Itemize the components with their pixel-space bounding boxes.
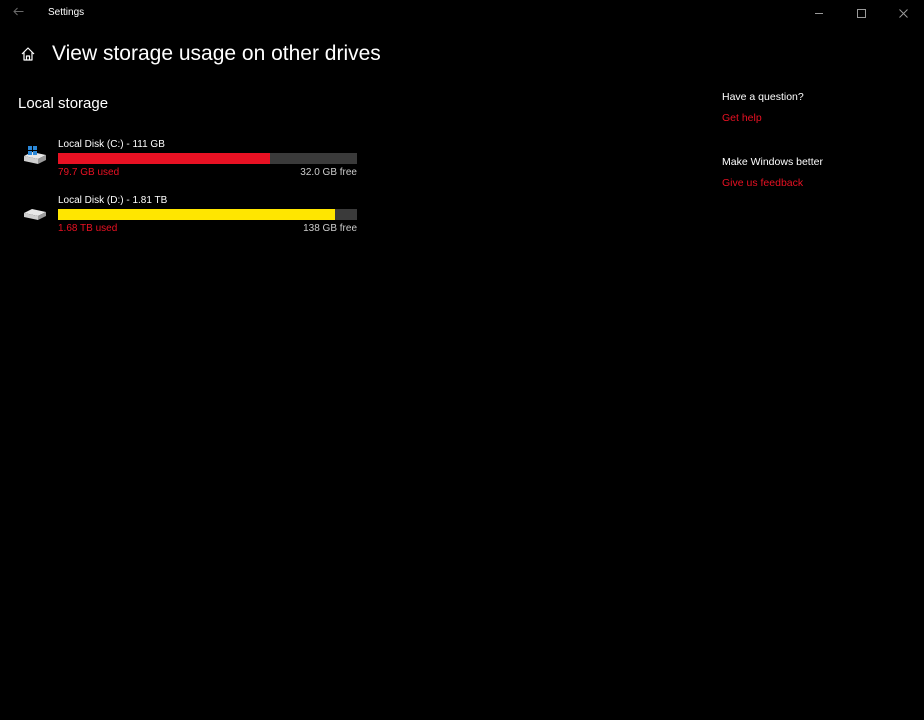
section-title-local-storage: Local storage [18,95,109,112]
drive-info: Local Disk (D:) - 1.81 TB 1.68 TB used 1… [58,194,357,235]
home-icon[interactable] [18,44,38,64]
close-button[interactable] [882,0,924,26]
usage-bar-fill [58,209,335,220]
free-space-text: 32.0 GB free [300,167,357,178]
app-title: Settings [48,7,85,18]
drive-name: Local Disk (D:) - 1.81 TB [58,195,168,206]
free-space-text: 138 GB free [303,223,357,234]
maximize-button[interactable] [840,0,882,26]
drive-c-item[interactable]: Local Disk (C:) - 111 GB 79.7 GB used 32… [22,138,362,178]
hard-drive-icon [22,200,48,222]
page-header: View storage usage on other drives [18,42,381,66]
windows-system-drive-icon [22,144,48,166]
question-heading: Have a question? [722,91,804,103]
page-title: View storage usage on other drives [52,42,381,65]
drive-stats: 79.7 GB used 32.0 GB free [58,166,357,179]
drive-info: Local Disk (C:) - 111 GB 79.7 GB used 32… [58,138,357,179]
minimize-button[interactable] [798,0,840,26]
drive-d-item[interactable]: Local Disk (D:) - 1.81 TB 1.68 TB used 1… [22,194,362,234]
drive-stats: 1.68 TB used 138 GB free [58,222,357,235]
title-bar: Settings [0,0,924,26]
usage-bar-fill [58,153,271,164]
back-button[interactable] [8,4,28,22]
arrow-left-icon [12,7,24,19]
usage-bar [58,209,357,220]
usage-bar [58,153,357,164]
window-controls [798,0,924,26]
used-space-text: 1.68 TB used [58,223,118,234]
get-help-link[interactable]: Get help [722,112,762,124]
drive-name: Local Disk (C:) - 111 GB [58,139,165,150]
help-panel: Have a question? Get help Make Windows b… [722,91,912,221]
used-space-text: 79.7 GB used [58,167,120,178]
close-icon [898,8,908,18]
give-feedback-link[interactable]: Give us feedback [722,177,804,189]
feedback-heading: Make Windows better [722,156,823,168]
